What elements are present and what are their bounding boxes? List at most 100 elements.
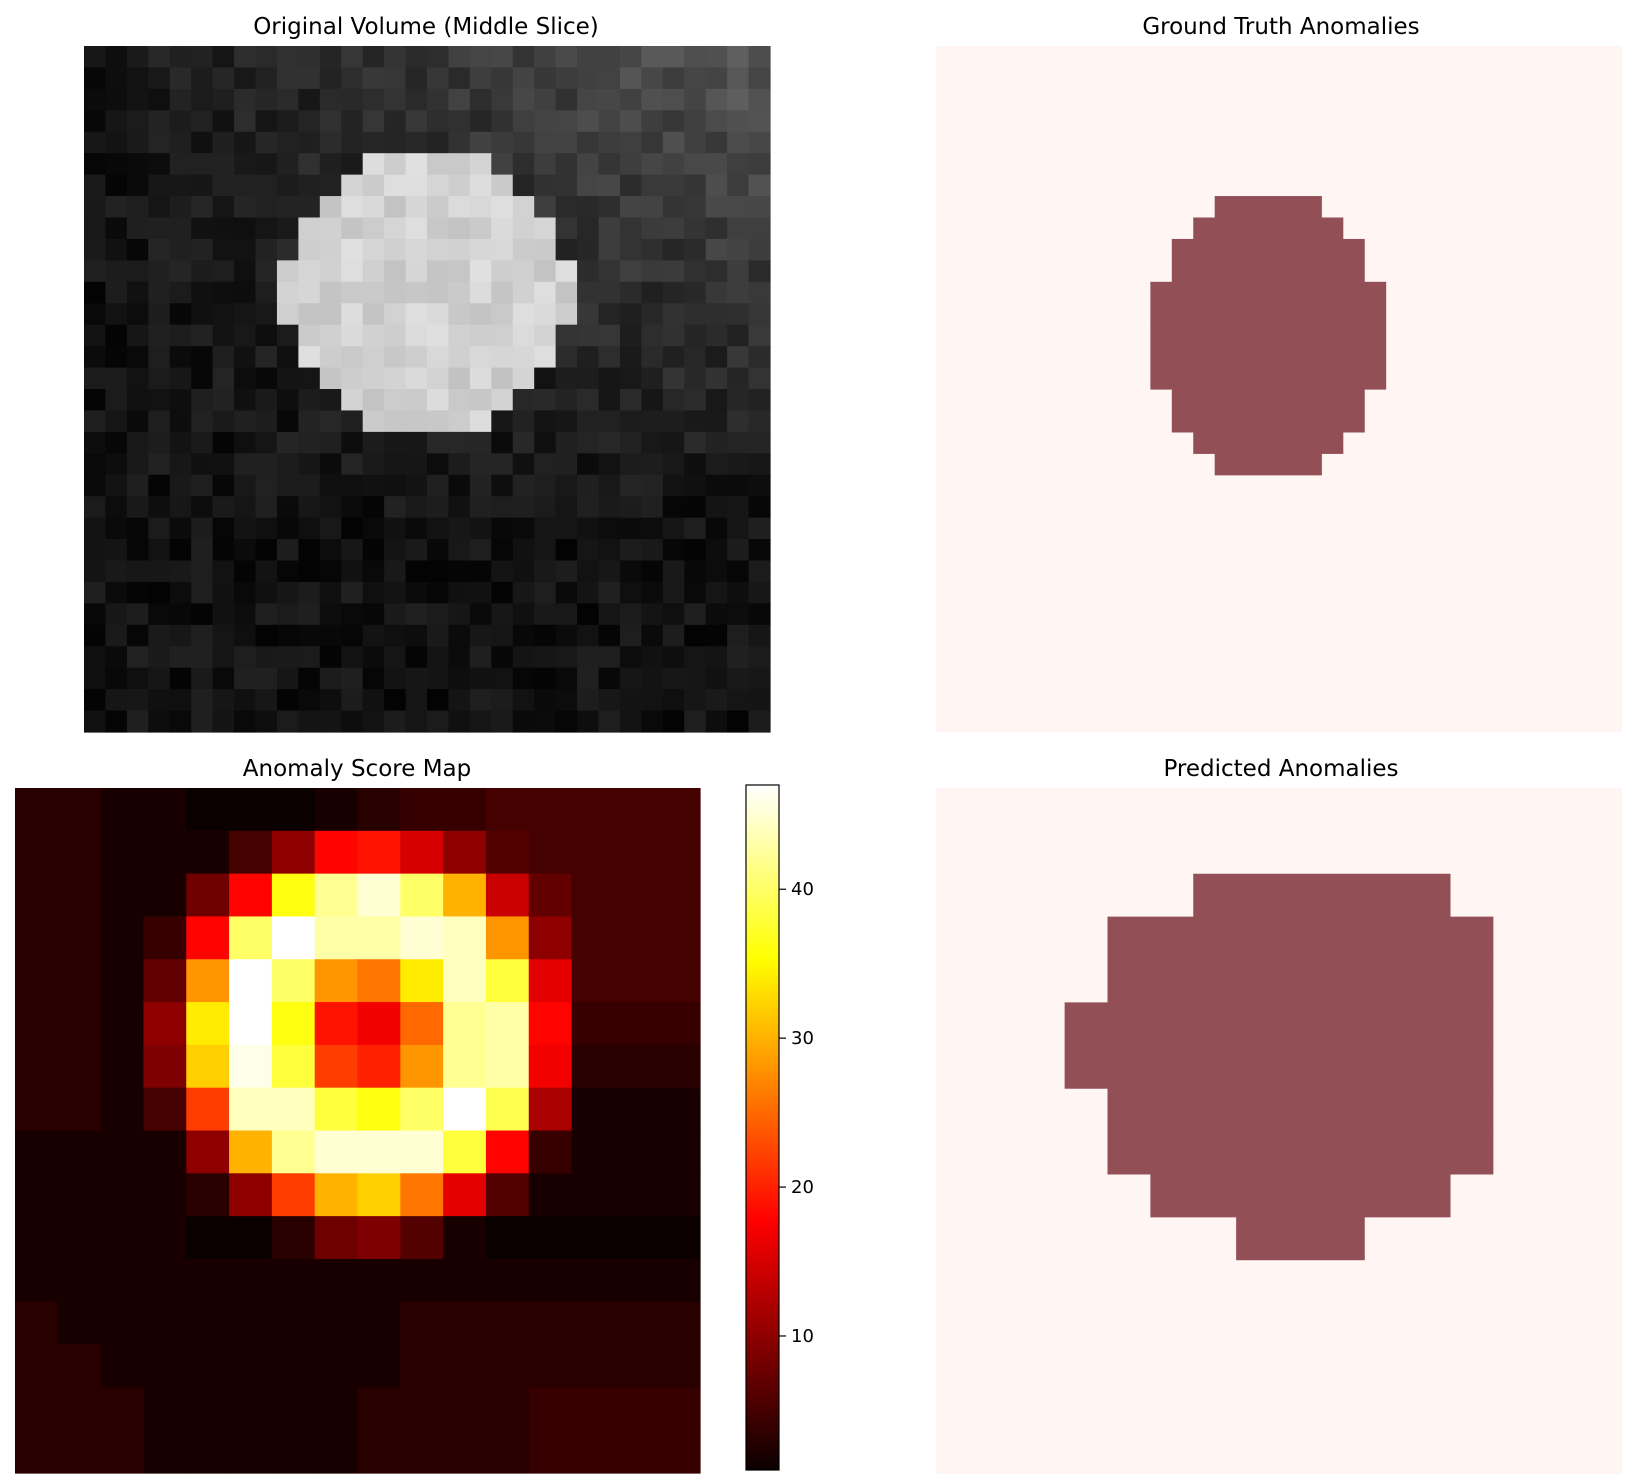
- score-cell: [314, 1216, 359, 1260]
- volume-voxel: [727, 67, 750, 90]
- volume-voxel: [469, 453, 492, 476]
- volume-voxel: [469, 539, 492, 562]
- volume-voxel: [384, 46, 407, 69]
- volume-voxel: [705, 474, 728, 497]
- volume-voxel: [126, 689, 149, 712]
- volume-voxel: [384, 453, 407, 476]
- ground-truth-mask: [936, 46, 1622, 732]
- score-cell: [571, 1216, 615, 1260]
- score-cell: [143, 916, 187, 960]
- volume-voxel: [748, 410, 771, 433]
- volume-voxel: [577, 110, 600, 133]
- volume-voxel: [662, 646, 685, 669]
- volume-voxel: [684, 196, 707, 219]
- volume-voxel: [448, 174, 471, 197]
- volume-voxel: [491, 539, 514, 562]
- volume-voxel: [362, 367, 385, 390]
- volume-voxel: [169, 196, 192, 219]
- volume-voxel: [298, 367, 321, 390]
- volume-voxel: [341, 603, 364, 626]
- volume-voxel: [212, 431, 235, 454]
- volume-voxel: [727, 646, 750, 669]
- volume-voxel: [341, 324, 364, 347]
- score-cell: [143, 1130, 187, 1174]
- volume-voxel: [276, 110, 299, 133]
- volume-voxel: [298, 46, 321, 69]
- volume-voxel: [748, 603, 771, 626]
- volume-voxel: [341, 88, 364, 111]
- score-cell: [143, 1344, 187, 1388]
- score-cell: [57, 1344, 102, 1388]
- volume-voxel: [234, 453, 257, 476]
- volume-voxel: [84, 174, 107, 197]
- volume-voxel: [234, 431, 257, 454]
- volume-voxel: [148, 217, 171, 240]
- volume-voxel: [298, 646, 321, 669]
- score-cell: [229, 1002, 273, 1046]
- volume-voxel: [491, 260, 514, 283]
- volume-voxel: [276, 367, 299, 390]
- volume-voxel: [212, 238, 235, 261]
- volume-voxel: [705, 153, 728, 176]
- volume-voxel: [684, 238, 707, 261]
- volume-voxel: [512, 517, 535, 540]
- volume-voxel: [512, 453, 535, 476]
- volume-voxel: [512, 431, 535, 454]
- volume-voxel: [491, 646, 514, 669]
- score-cell: [485, 1130, 530, 1174]
- volume-voxel: [169, 281, 192, 304]
- volume-voxel: [234, 710, 257, 733]
- volume-voxel: [727, 303, 750, 326]
- volume-voxel: [619, 453, 642, 476]
- score-cell: [571, 1130, 615, 1174]
- volume-voxel: [212, 131, 235, 154]
- volume-voxel: [212, 581, 235, 604]
- volume-voxel: [748, 646, 771, 669]
- score-cell: [614, 1344, 658, 1388]
- volume-voxel: [748, 303, 771, 326]
- volume-voxel: [84, 603, 107, 626]
- volume-voxel: [598, 110, 621, 133]
- volume-voxel: [234, 581, 257, 604]
- volume-voxel: [384, 517, 407, 540]
- volume-voxel: [84, 46, 107, 69]
- score-cell: [443, 1130, 487, 1174]
- volume-voxel: [705, 324, 728, 347]
- volume-voxel: [641, 496, 664, 519]
- anomaly-cell: [1150, 367, 1387, 390]
- volume-voxel: [534, 88, 557, 111]
- score-cell: [528, 788, 573, 832]
- score-cell: [100, 1002, 145, 1046]
- score-cell: [443, 1002, 487, 1046]
- volume-voxel: [341, 431, 364, 454]
- volume-voxel: [448, 46, 471, 69]
- volume-voxel: [319, 689, 342, 712]
- volume-voxel: [276, 667, 299, 690]
- volume-voxel: [234, 410, 257, 433]
- volume-voxel: [169, 496, 192, 519]
- volume-voxel: [169, 367, 192, 390]
- volume-voxel: [448, 303, 471, 326]
- volume-voxel: [191, 689, 214, 712]
- score-cell: [143, 788, 187, 832]
- volume-voxel: [191, 389, 214, 412]
- volume-voxel: [234, 303, 257, 326]
- volume-voxel: [448, 217, 471, 240]
- volume-voxel: [298, 303, 321, 326]
- volume-voxel: [191, 560, 214, 583]
- volume-voxel: [148, 174, 171, 197]
- score-cell: [271, 1430, 316, 1474]
- volume-voxel: [384, 496, 407, 519]
- volume-voxel: [105, 324, 128, 347]
- volume-voxel: [727, 324, 750, 347]
- volume-voxel: [405, 581, 428, 604]
- volume-voxel: [577, 174, 600, 197]
- volume-voxel: [577, 346, 600, 369]
- volume-voxel: [448, 474, 471, 497]
- volume-voxel: [255, 646, 278, 669]
- volume-voxel: [705, 46, 728, 69]
- volume-voxel: [748, 46, 771, 69]
- volume-voxel: [684, 303, 707, 326]
- volume-voxel: [84, 303, 107, 326]
- volume-voxel: [684, 281, 707, 304]
